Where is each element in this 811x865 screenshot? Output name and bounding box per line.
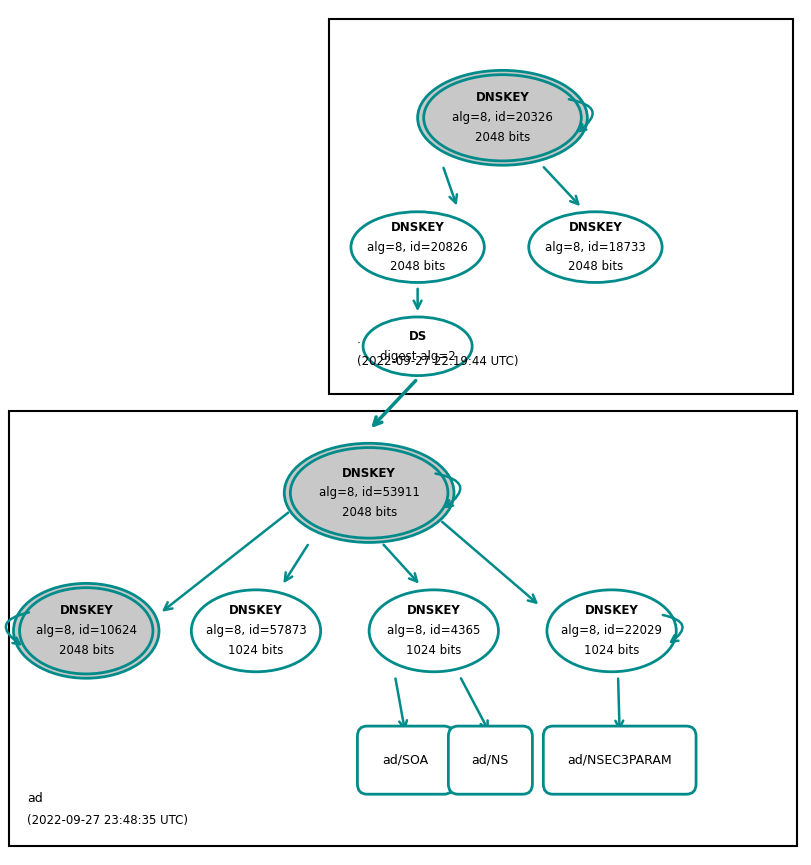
Text: 2048 bits: 2048 bits	[475, 131, 530, 144]
Text: ad/NSEC3PARAM: ad/NSEC3PARAM	[568, 753, 672, 766]
Text: alg=8, id=20826: alg=8, id=20826	[367, 240, 468, 253]
Text: DNSKEY: DNSKEY	[391, 221, 444, 234]
Text: alg=8, id=4365: alg=8, id=4365	[387, 625, 480, 638]
Ellipse shape	[351, 212, 484, 283]
Text: DNSKEY: DNSKEY	[407, 605, 461, 618]
Text: alg=8, id=20326: alg=8, id=20326	[452, 112, 553, 125]
Text: (2022-09-27 23:48:35 UTC): (2022-09-27 23:48:35 UTC)	[28, 815, 188, 828]
FancyBboxPatch shape	[543, 726, 696, 794]
Text: 1024 bits: 1024 bits	[228, 644, 284, 657]
Ellipse shape	[423, 74, 581, 161]
Text: 2048 bits: 2048 bits	[341, 506, 397, 519]
FancyBboxPatch shape	[448, 726, 532, 794]
Text: DNSKEY: DNSKEY	[585, 605, 638, 618]
Text: 2048 bits: 2048 bits	[390, 260, 445, 273]
Text: ad/SOA: ad/SOA	[383, 753, 428, 766]
Ellipse shape	[19, 587, 153, 674]
Text: alg=8, id=10624: alg=8, id=10624	[36, 625, 137, 638]
Text: DNSKEY: DNSKEY	[475, 92, 530, 105]
Ellipse shape	[285, 443, 454, 542]
Ellipse shape	[529, 212, 662, 283]
Text: 2048 bits: 2048 bits	[568, 260, 623, 273]
Ellipse shape	[14, 583, 159, 678]
Text: .: .	[357, 333, 361, 346]
Text: alg=8, id=53911: alg=8, id=53911	[319, 486, 419, 499]
FancyBboxPatch shape	[10, 411, 797, 846]
Ellipse shape	[191, 590, 320, 672]
FancyBboxPatch shape	[358, 726, 453, 794]
Ellipse shape	[290, 447, 448, 538]
Text: DNSKEY: DNSKEY	[59, 605, 113, 618]
Text: DNSKEY: DNSKEY	[342, 466, 396, 479]
Text: alg=8, id=18733: alg=8, id=18733	[545, 240, 646, 253]
Text: alg=8, id=57873: alg=8, id=57873	[206, 625, 307, 638]
Text: DNSKEY: DNSKEY	[229, 605, 283, 618]
FancyBboxPatch shape	[328, 19, 793, 394]
Text: DS: DS	[409, 330, 427, 343]
Text: 1024 bits: 1024 bits	[406, 644, 461, 657]
Text: ad: ad	[28, 792, 43, 805]
Text: ad/NS: ad/NS	[472, 753, 509, 766]
Ellipse shape	[547, 590, 676, 672]
Text: 1024 bits: 1024 bits	[584, 644, 639, 657]
Text: alg=8, id=22029: alg=8, id=22029	[561, 625, 662, 638]
Text: digest alg=2: digest alg=2	[380, 349, 456, 362]
Text: DNSKEY: DNSKEY	[569, 221, 622, 234]
Text: (2022-09-27 22:19:44 UTC): (2022-09-27 22:19:44 UTC)	[357, 355, 518, 368]
Text: 2048 bits: 2048 bits	[58, 644, 114, 657]
Ellipse shape	[418, 70, 587, 165]
Ellipse shape	[369, 590, 499, 672]
Ellipse shape	[363, 317, 472, 375]
